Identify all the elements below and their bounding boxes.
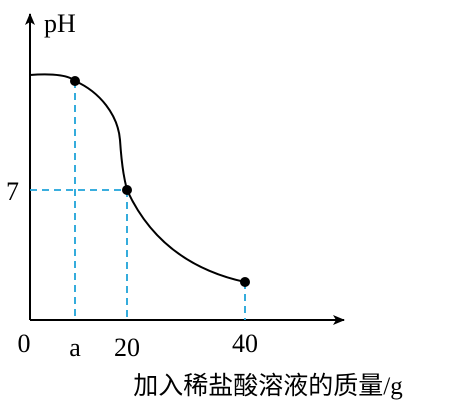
y-tick-label-7: 7 [6, 177, 19, 206]
ph-curve [29, 73, 246, 283]
origin-label: 0 [18, 329, 31, 358]
point-40 [240, 277, 250, 287]
point-a [70, 76, 80, 86]
point-20-ph7 [122, 185, 132, 195]
x-tick-label-a: a [69, 333, 81, 362]
x-axis-label: 加入稀盐酸溶液的质量/g [133, 372, 403, 400]
x-tick-label-40: 40 [232, 329, 258, 358]
y-axis-label: pH [44, 9, 76, 38]
x-tick-label-20: 20 [114, 333, 140, 362]
